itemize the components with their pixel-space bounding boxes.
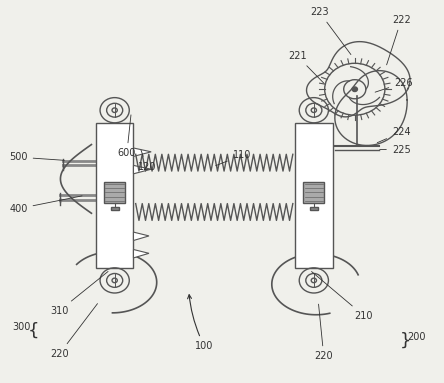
Bar	[310, 208, 318, 210]
Bar	[111, 208, 119, 210]
Text: 600: 600	[118, 115, 136, 158]
Text: 310: 310	[50, 272, 108, 316]
Text: 110: 110	[216, 150, 251, 166]
Text: 400: 400	[9, 196, 82, 214]
Text: 200: 200	[408, 332, 426, 342]
Bar	[303, 182, 325, 203]
Text: {: {	[28, 322, 40, 340]
Polygon shape	[134, 148, 151, 156]
Text: 120: 120	[138, 150, 156, 172]
Bar	[96, 123, 134, 268]
Polygon shape	[134, 249, 149, 258]
Bar	[295, 123, 333, 268]
Text: 210: 210	[312, 272, 373, 321]
Text: 300: 300	[13, 322, 31, 332]
Text: 220: 220	[50, 304, 98, 359]
Text: }: }	[400, 332, 412, 350]
Text: 225: 225	[380, 144, 411, 154]
Text: 222: 222	[387, 15, 411, 65]
Text: 100: 100	[187, 295, 214, 351]
Bar	[104, 182, 125, 203]
Circle shape	[352, 87, 357, 92]
Text: 223: 223	[310, 7, 351, 54]
Text: 221: 221	[288, 51, 324, 83]
Text: 220: 220	[314, 304, 333, 361]
Polygon shape	[134, 232, 149, 241]
Polygon shape	[134, 165, 151, 174]
Text: 500: 500	[9, 152, 64, 162]
Text: 224: 224	[377, 128, 411, 143]
Text: 226: 226	[375, 78, 413, 92]
